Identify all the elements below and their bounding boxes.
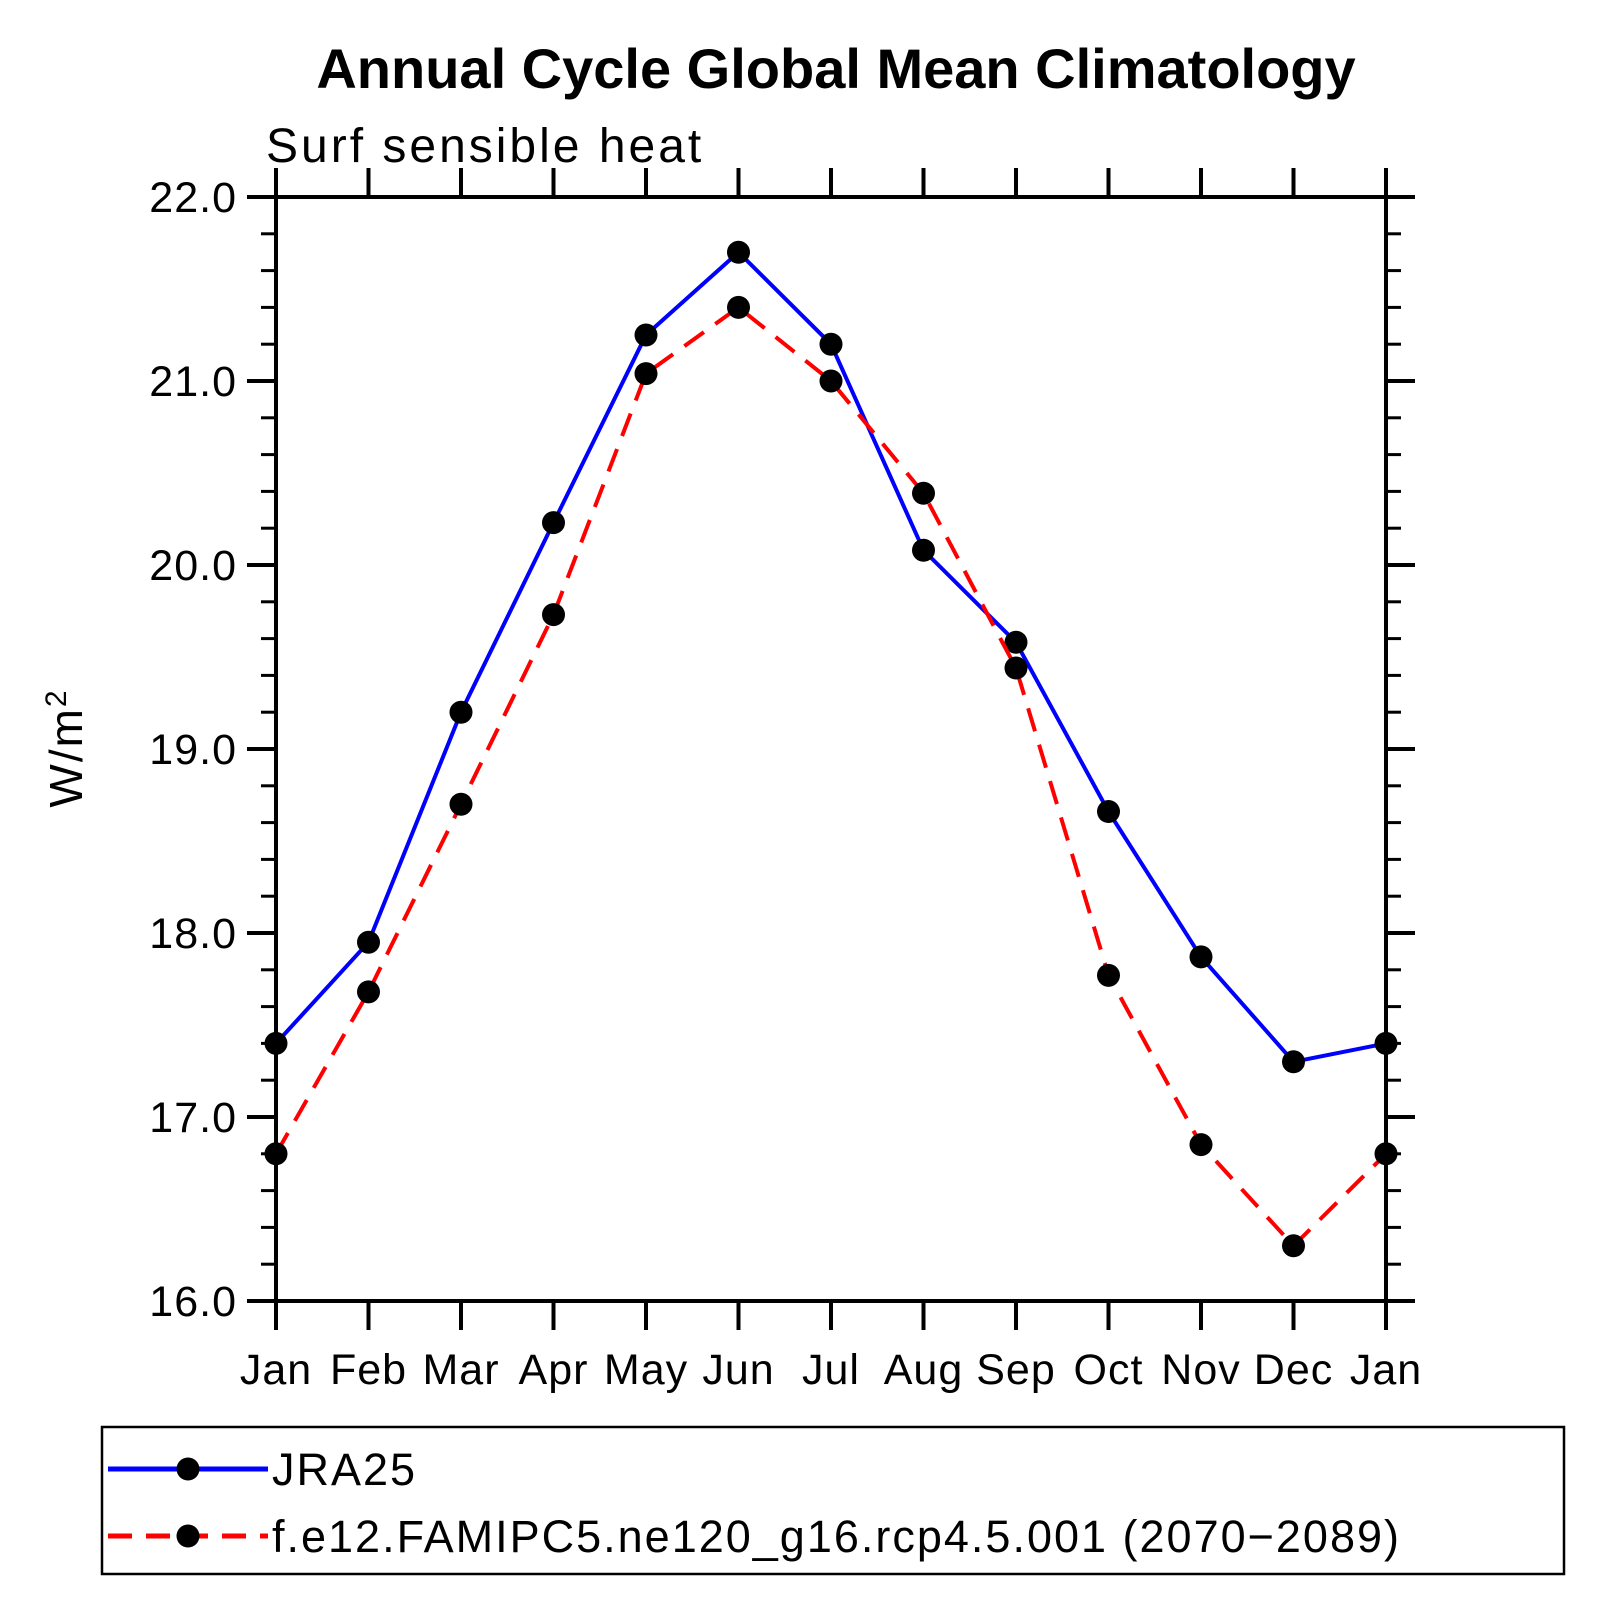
data-point (1189, 1133, 1213, 1157)
x-tick-label: Mar (422, 1346, 499, 1394)
x-tick-label: Feb (330, 1346, 407, 1394)
data-point (819, 332, 843, 356)
y-tick-label: 19.0 (149, 726, 237, 774)
legend-label: f.e12.FAMIPC5.ne120_g16.rcp4.5.001 (2070… (272, 1511, 1401, 1562)
data-point (1282, 1050, 1305, 1074)
series-line-1 (274, 304, 1388, 1249)
x-tick-label: Jun (702, 1346, 774, 1394)
y-tick-label: 21.0 (149, 358, 237, 406)
data-point (634, 323, 658, 347)
legend-label: JRA25 (272, 1444, 417, 1495)
axes: 16.0 17.0 18.0 19.0 20.0 21.0 22.0 Jan Feb Mar Apr… (149, 168, 1422, 1394)
legend-swatch-marker (176, 1457, 200, 1481)
data-point (819, 369, 843, 393)
data-point (912, 481, 935, 505)
data-point (1004, 656, 1028, 680)
y-axis-label: W/m2 (40, 688, 92, 807)
x-tick-label: Dec (1254, 1346, 1333, 1394)
y-tick-label: 16.0 (149, 1278, 237, 1326)
data-point (727, 240, 750, 264)
data-point (1282, 1234, 1305, 1258)
data-series (264, 240, 1398, 1258)
data-point (542, 511, 565, 535)
data-point (449, 792, 473, 816)
y-tick-label: 20.0 (149, 542, 237, 590)
x-tick-label: Sep (976, 1346, 1056, 1394)
legend-box (100, 1425, 1566, 1576)
data-point (1374, 1142, 1398, 1166)
x-tick-label: Apr (519, 1346, 589, 1394)
x-tick-label: Nov (1161, 1346, 1240, 1394)
data-point (1097, 800, 1120, 824)
legend-swatch-marker (176, 1524, 200, 1548)
chart-title: Annual Cycle Global Mean Climatology (316, 37, 1355, 100)
data-point (634, 362, 658, 386)
x-tick-label: Aug (884, 1346, 964, 1394)
chart-subtitle: Surf sensible heat (266, 120, 704, 173)
data-point (727, 295, 750, 319)
data-point (357, 980, 380, 1004)
x-tick-label: Oct (1074, 1346, 1144, 1394)
x-tick-label: Jan (1350, 1346, 1422, 1394)
data-point (912, 538, 935, 562)
data-point (542, 603, 565, 627)
x-tick-label: Jul (802, 1346, 860, 1394)
x-tick-label: May (604, 1346, 688, 1394)
data-point (1189, 945, 1213, 969)
legend: JRA25 f.e12.FAMIPC5.ne120_g16.rcp4.5.001 … (100, 1425, 1566, 1576)
data-point (1097, 963, 1120, 987)
data-point (1004, 630, 1028, 654)
data-point (264, 1031, 288, 1055)
y-tick-label: 18.0 (149, 910, 237, 958)
y-tick-label: 22.0 (149, 174, 237, 222)
data-point (1374, 1031, 1398, 1055)
y-tick-label: 17.0 (149, 1094, 237, 1142)
data-point (264, 1142, 288, 1166)
plot-border (274, 195, 1388, 1303)
x-tick-label: Jan (240, 1346, 312, 1394)
data-point (357, 930, 380, 954)
data-point (449, 700, 473, 724)
